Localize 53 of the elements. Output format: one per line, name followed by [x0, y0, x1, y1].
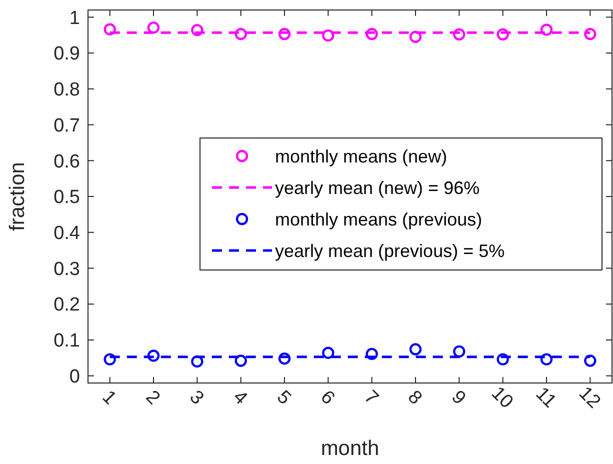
x-tick-label: 2 [142, 386, 164, 409]
point [147, 21, 160, 34]
y-tick-label: 1 [69, 8, 80, 29]
y-tick-label: 0.9 [54, 44, 80, 65]
point [409, 30, 422, 43]
point [191, 24, 204, 36]
point [234, 28, 247, 40]
point [278, 352, 291, 365]
point [496, 353, 509, 366]
x-tick-label: 4 [228, 386, 252, 410]
point [104, 23, 116, 36]
x-tick-label: 1 [98, 386, 120, 409]
point [234, 354, 247, 367]
x-tick-label: 9 [447, 386, 470, 409]
point [453, 28, 466, 40]
point [540, 24, 553, 36]
x-tick-label: 3 [185, 386, 208, 409]
y-tick-label: 0.1 [54, 330, 80, 352]
y-tick-label: 0.4 [54, 223, 80, 244]
legend-label: monthly means (previous) [275, 209, 482, 230]
point [366, 348, 378, 360]
point [540, 353, 553, 366]
x-tick-label: 12 [574, 382, 604, 413]
point [322, 29, 334, 42]
y-axis-title: fraction [6, 162, 29, 231]
y-tick-label: 0.6 [54, 151, 80, 172]
point [584, 354, 596, 367]
y-tick-label: 0.5 [54, 187, 80, 208]
x-tick-label: 7 [360, 386, 382, 409]
x-tick-label: 6 [316, 386, 339, 409]
point [278, 28, 291, 40]
y-tick-label: 0.7 [54, 115, 80, 136]
point [147, 350, 160, 362]
point [322, 346, 334, 359]
point [104, 353, 116, 366]
x-tick-label: 5 [272, 386, 295, 409]
point [191, 355, 204, 368]
x-tick-label: 11 [531, 383, 560, 412]
legend-label: monthly means (new) [275, 146, 448, 166]
point [453, 345, 466, 358]
point [496, 28, 509, 40]
x-axis-title: month [320, 437, 380, 460]
point [584, 28, 596, 40]
point [366, 28, 378, 40]
y-tick-label: 0.8 [54, 80, 80, 101]
x-tick-label: 8 [404, 386, 426, 409]
y-tick-label: 0.3 [54, 258, 80, 280]
legend-label: yearly mean (new) = 96% [275, 178, 480, 198]
legend-label: yearly mean (previous) = 5% [275, 240, 505, 261]
point [409, 343, 422, 356]
y-tick-label: 0 [69, 366, 80, 388]
y-tick-label: 0.2 [54, 294, 80, 316]
x-tick-label: 10 [487, 382, 517, 413]
